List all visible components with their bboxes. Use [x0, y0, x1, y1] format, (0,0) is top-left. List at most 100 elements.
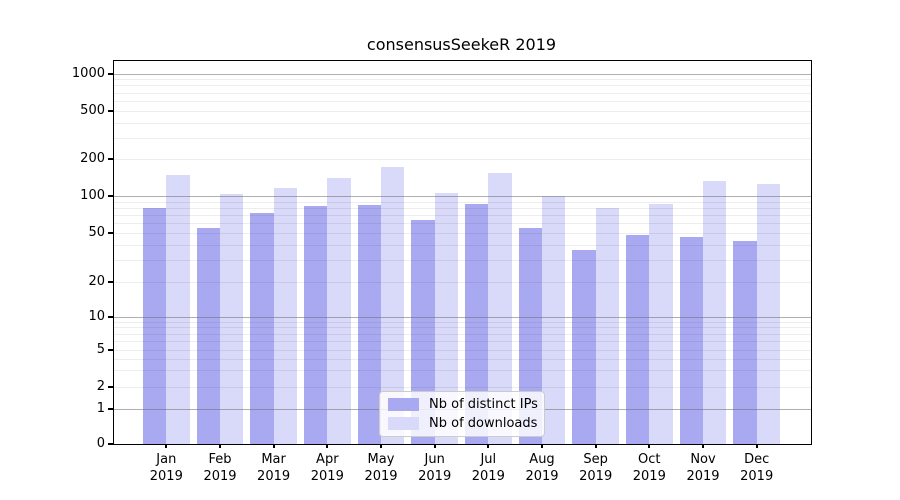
x-tick-mark-sep	[594, 444, 597, 448]
y-tick-mark-0	[108, 443, 113, 445]
bar-nb-of-downloads-jul	[488, 173, 512, 444]
bar-nb-of-downloads-jan	[166, 174, 190, 444]
bar-nb-of-downloads-dec	[756, 183, 781, 444]
x-tick-mark-jul	[487, 444, 490, 448]
bar-nb-of-distinct-ips-jan	[142, 207, 167, 444]
gridline-20	[114, 282, 811, 283]
bar-nb-of-distinct-ips-aug	[518, 227, 542, 444]
y-tick-label-200: 200	[80, 151, 105, 167]
bar-nb-of-downloads-aug	[542, 196, 566, 444]
y-tick-mark-20	[108, 280, 113, 283]
gridline-300	[114, 138, 811, 139]
bar-nb-of-downloads-oct	[649, 204, 673, 444]
x-tick-label-nov: Nov 2019	[686, 452, 720, 484]
gridline-70	[114, 215, 811, 216]
gridline-8	[114, 327, 811, 328]
x-tick-mark-feb	[219, 444, 221, 448]
x-tick-label-dec: Dec 2019	[740, 452, 774, 484]
gridline-800	[114, 85, 811, 86]
bar-nb-of-downloads-apr	[327, 177, 351, 444]
gridline-40	[114, 245, 811, 246]
gridline-90	[114, 202, 811, 203]
x-tick-label-may: May 2019	[364, 452, 398, 484]
gridline-100	[114, 196, 811, 197]
bar-nb-of-downloads-feb	[220, 193, 244, 444]
y-tick-mark-5	[108, 349, 113, 351]
gridline-50	[114, 233, 811, 234]
gridline-10	[114, 317, 811, 318]
x-tick-mark-aug	[541, 444, 543, 448]
bar-nb-of-distinct-ips-nov	[679, 237, 703, 444]
x-tick-label-mar: Mar 2019	[257, 452, 291, 484]
bar-nb-of-downloads-nov	[703, 180, 727, 444]
bar-nb-of-distinct-ips-may	[357, 205, 381, 444]
bar-nb-of-distinct-ips-oct	[625, 235, 650, 444]
gridline-700	[114, 93, 811, 94]
legend-swatch-downloads	[388, 417, 419, 430]
x-tick-label-jun: Jun 2019	[418, 452, 452, 484]
y-tick-label-100: 100	[80, 188, 105, 203]
gridline-900	[114, 79, 811, 80]
gridline-60	[114, 223, 811, 224]
chart-title: consensusSeekeR 2019	[366, 35, 557, 54]
legend: Nb of distinct IPs Nb of downloads	[379, 391, 545, 437]
y-tick-label-500: 500	[80, 102, 105, 118]
legend-label-downloads: Nb of downloads	[429, 416, 538, 431]
x-tick-label-jan: Jan 2019	[149, 452, 183, 484]
x-tick-label-sep: Sep 2019	[579, 452, 613, 484]
bar-nb-of-distinct-ips-feb	[196, 227, 220, 444]
legend-item-distinct-ips: Nb of distinct IPs	[388, 397, 538, 412]
x-tick-mark-may	[380, 444, 382, 448]
y-tick-label-20: 20	[88, 273, 105, 289]
plot-area	[113, 60, 812, 445]
y-tick-mark-2	[108, 385, 113, 388]
legend-swatch-distinct-ips	[388, 398, 419, 411]
x-tick-mark-oct	[648, 444, 651, 448]
x-tick-label-feb: Feb 2019	[203, 452, 237, 484]
x-tick-mark-jan	[165, 444, 168, 448]
x-tick-mark-nov	[702, 444, 704, 448]
gridline-30	[114, 260, 811, 261]
x-tick-label-aug: Aug 2019	[525, 452, 559, 484]
y-tick-label-5: 5	[96, 342, 105, 357]
y-tick-mark-1000	[108, 72, 113, 75]
gridline-3	[114, 370, 811, 371]
x-tick-mark-apr	[326, 444, 329, 448]
x-tick-mark-dec	[755, 444, 758, 448]
gridline-5	[114, 350, 811, 351]
bar-nb-of-distinct-ips-jul	[464, 204, 489, 444]
x-tick-label-oct: Oct 2019	[632, 452, 666, 484]
y-tick-label-1: 1	[96, 401, 105, 416]
bar-nb-of-downloads-sep	[595, 207, 620, 444]
y-tick-mark-500	[108, 109, 113, 112]
x-tick-label-apr: Apr 2019	[310, 452, 344, 484]
gridline-400	[114, 123, 811, 124]
gridline-200	[114, 159, 811, 160]
gridline-9	[114, 322, 811, 323]
bar-nb-of-distinct-ips-dec	[733, 241, 757, 444]
y-tick-mark-100	[108, 195, 113, 197]
bar-nb-of-downloads-mar	[273, 187, 297, 444]
gridline-4	[114, 359, 811, 360]
y-tick-mark-1	[108, 408, 113, 410]
y-tick-label-10: 10	[88, 308, 105, 324]
bar-nb-of-distinct-ips-apr	[303, 205, 328, 444]
bar-nb-of-distinct-ips-mar	[250, 212, 274, 444]
y-tick-label-50: 50	[88, 225, 105, 240]
legend-item-downloads: Nb of downloads	[388, 416, 538, 431]
x-tick-mark-jun	[433, 444, 436, 448]
x-tick-mark-mar	[272, 444, 275, 448]
gridline-1000	[114, 74, 811, 75]
gridline-600	[114, 101, 811, 102]
y-tick-mark-10	[108, 315, 113, 318]
gridline-500	[114, 111, 811, 112]
y-tick-label-2: 2	[96, 378, 105, 394]
y-tick-label-0: 0	[96, 436, 105, 451]
gridline-2	[114, 387, 811, 388]
x-tick-label-jul: Jul 2019	[471, 452, 505, 484]
bar-nb-of-downloads-jun	[434, 193, 459, 444]
gridline-7	[114, 334, 811, 335]
bar-nb-of-distinct-ips-jun	[411, 219, 435, 444]
y-tick-label-1000: 1000	[71, 65, 105, 81]
